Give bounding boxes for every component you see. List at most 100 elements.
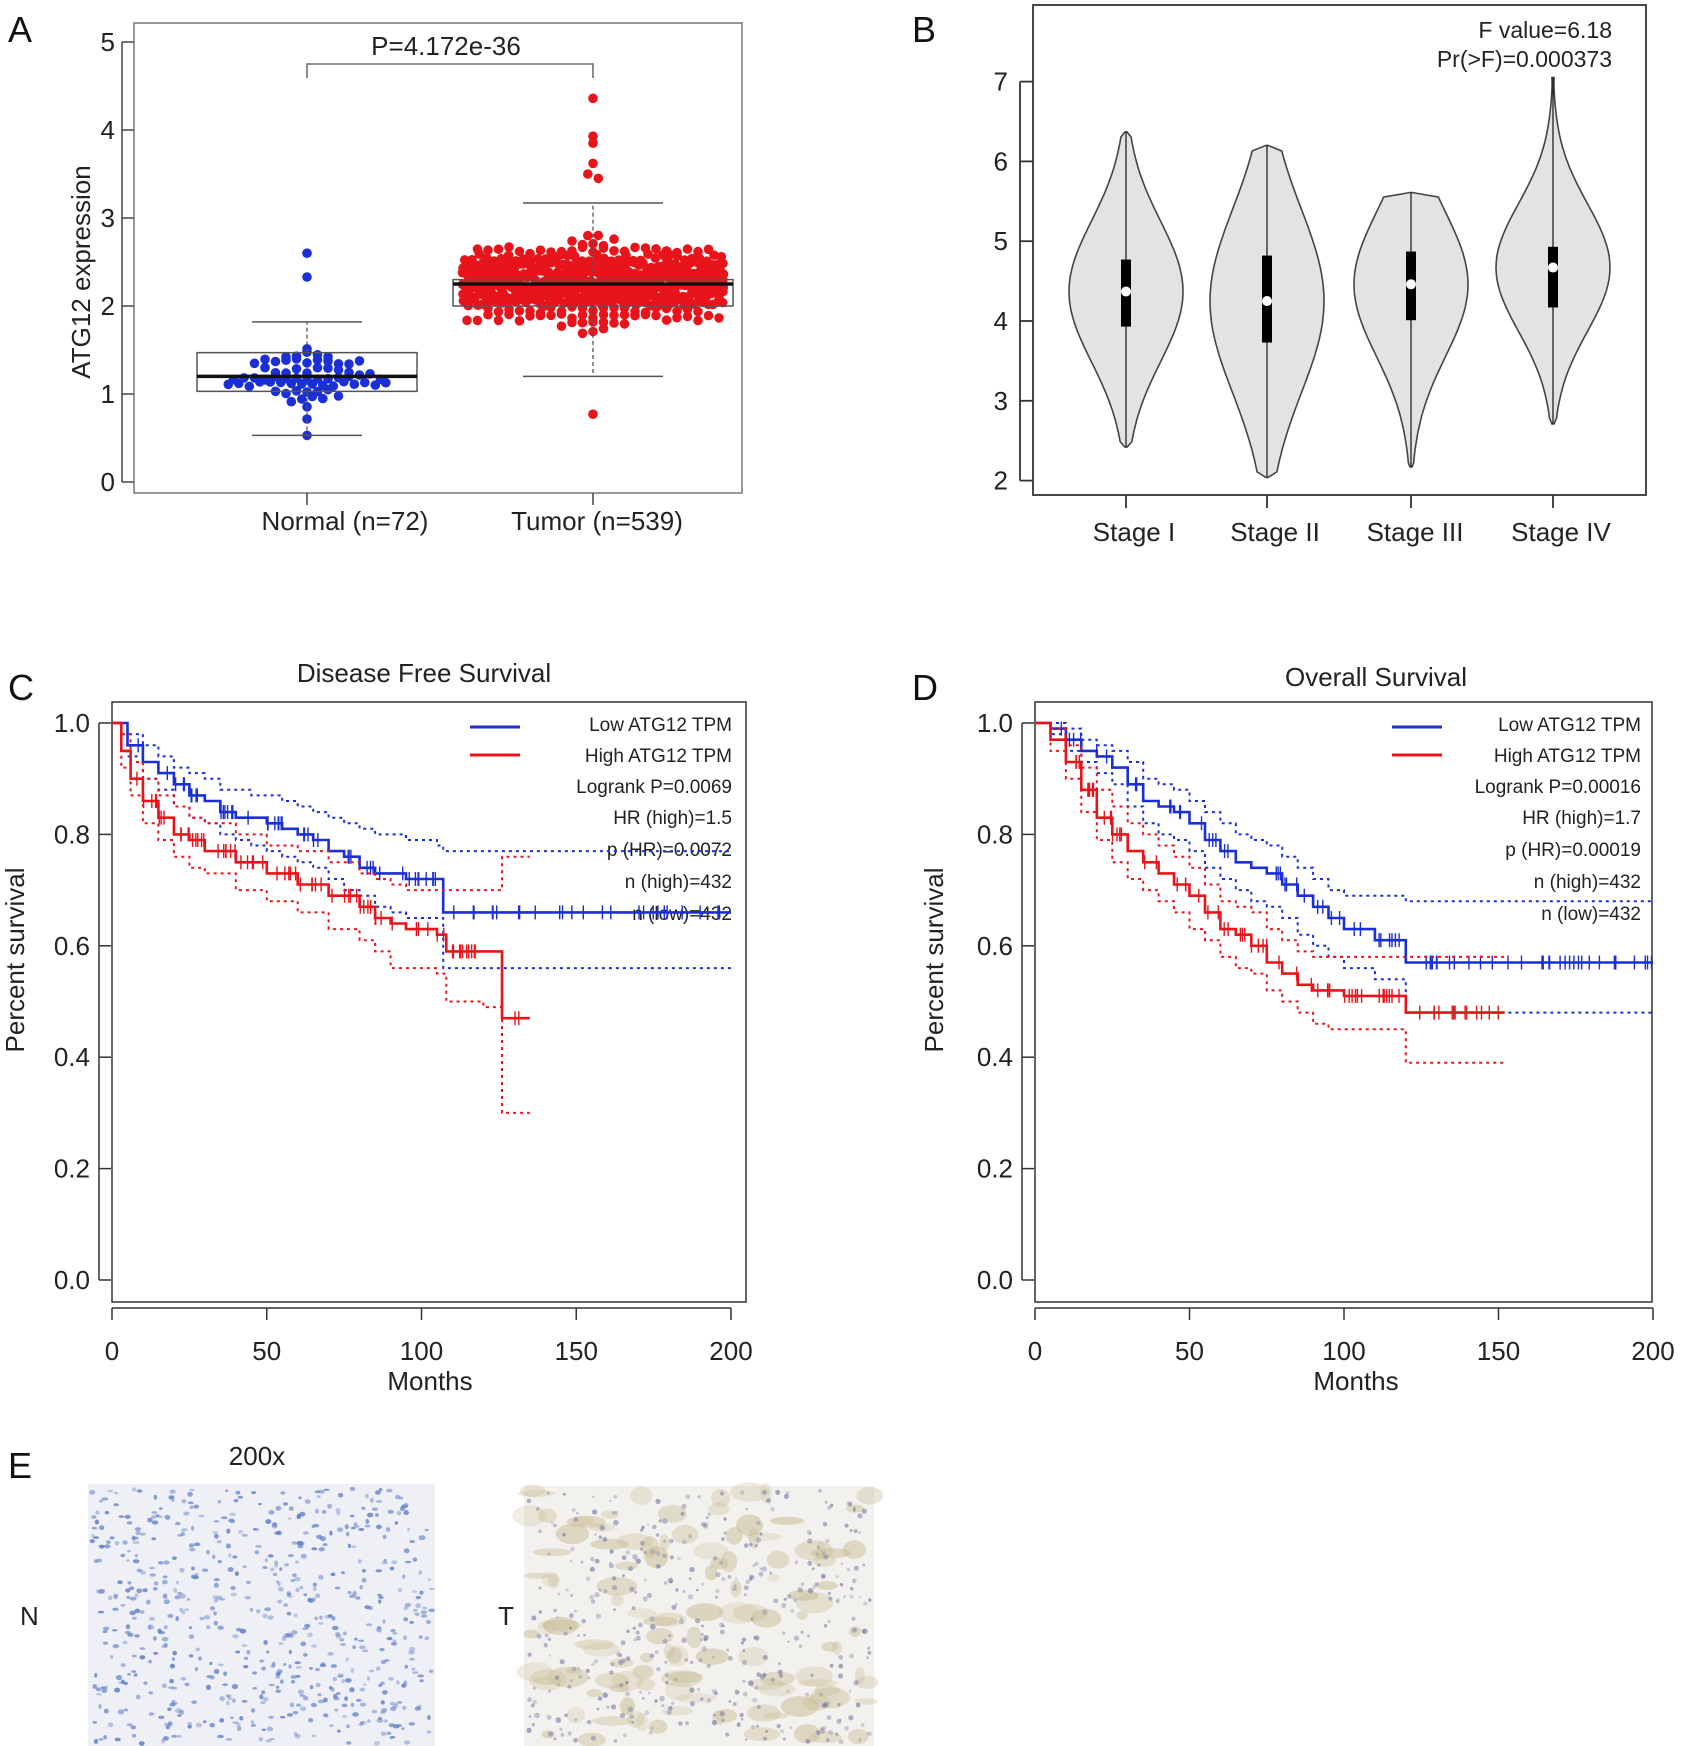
ihc-nucleus: [226, 1528, 231, 1534]
ihc-nucleus: [158, 1561, 164, 1565]
ihc-nucleus: [92, 1721, 97, 1724]
data-point: [588, 409, 598, 420]
ihc-nucleus: [151, 1511, 158, 1514]
ihc-nucleus: [163, 1625, 168, 1630]
ihc-nucleus: [427, 1578, 431, 1581]
ihc-nucleus: [382, 1534, 387, 1539]
ihc-nucleus: [181, 1499, 187, 1504]
ihc-nucleus: [571, 1508, 576, 1512]
ihc-nucleus: [337, 1673, 344, 1678]
ihc-nucleus: [152, 1636, 157, 1641]
ihc-stained-tissue: [661, 1670, 703, 1687]
ihc-nucleus: [573, 1517, 578, 1522]
ihc-nucleus: [749, 1542, 753, 1547]
ihc-nucleus: [701, 1582, 705, 1586]
data-point: [588, 306, 598, 316]
data-point: [609, 234, 619, 244]
ihc-nucleus: [734, 1584, 737, 1587]
ihc-stained-tissue: [746, 1704, 781, 1722]
ihc-nucleus: [286, 1611, 292, 1616]
ihc-stained-tissue: [686, 1626, 702, 1649]
ihc-nucleus: [132, 1616, 137, 1620]
ihc-nucleus: [739, 1712, 744, 1718]
ihc-nucleus: [195, 1647, 201, 1652]
ihc-nucleus: [589, 1566, 595, 1572]
panel-c-frame: [111, 701, 747, 1303]
ihc-nucleus: [241, 1644, 248, 1648]
ihc-nucleus: [610, 1662, 615, 1667]
ihc-nucleus: [585, 1576, 591, 1582]
ihc-nucleus: [148, 1712, 155, 1716]
ihc-nucleus: [303, 1593, 308, 1597]
ihc-nucleus: [848, 1690, 852, 1693]
ihc-nucleus: [531, 1722, 536, 1727]
ihc-nucleus: [602, 1692, 608, 1698]
ihc-nucleus: [135, 1694, 141, 1700]
data-point: [661, 246, 672, 256]
ihc-nucleus: [343, 1631, 347, 1636]
ihc-nucleus: [136, 1568, 143, 1573]
survival-ci-lower: [1035, 722, 1653, 1014]
ihc-nucleus: [740, 1490, 745, 1495]
ihc-nucleus: [679, 1619, 684, 1625]
ihc-nucleus: [168, 1723, 173, 1727]
ihc-nucleus: [311, 1524, 315, 1529]
ihc-nucleus: [681, 1503, 687, 1509]
ihc-nucleus: [646, 1523, 650, 1526]
ihc-nucleus: [550, 1521, 554, 1525]
ihc-nucleus: [815, 1730, 821, 1735]
panel-e-normal-label: N: [20, 1601, 39, 1631]
ihc-nucleus: [368, 1669, 375, 1673]
ihc-nucleus: [571, 1666, 577, 1672]
ihc-nucleus: [589, 1594, 595, 1600]
ihc-nucleus: [386, 1488, 393, 1493]
ihc-nucleus: [703, 1523, 708, 1529]
ihc-nucleus: [627, 1706, 633, 1713]
ihc-stained-tissue: [565, 1667, 582, 1674]
ihc-nucleus: [591, 1662, 595, 1666]
ihc-nucleus: [610, 1704, 617, 1710]
ihc-nucleus: [713, 1713, 716, 1717]
ihc-nucleus: [608, 1561, 613, 1565]
ihc-stained-tissue: [815, 1540, 826, 1560]
ihc-nucleus: [163, 1736, 169, 1741]
ihc-nucleus: [559, 1727, 563, 1731]
ihc-nucleus: [365, 1623, 373, 1627]
ihc-nucleus: [562, 1532, 566, 1537]
ihc-nucleus: [104, 1510, 110, 1515]
ihc-nucleus: [268, 1510, 275, 1515]
data-point: [312, 350, 323, 360]
ihc-nucleus: [590, 1599, 596, 1604]
ihc-nucleus: [126, 1595, 131, 1599]
ihc-nucleus: [553, 1523, 557, 1528]
ihc-nucleus: [577, 1634, 580, 1637]
ihc-nucleus: [650, 1623, 656, 1630]
ihc-nucleus: [95, 1510, 100, 1515]
ihc-nucleus: [213, 1520, 220, 1523]
ihc-nucleus: [190, 1574, 197, 1579]
ihc-stained-tissue: [648, 1719, 668, 1734]
ihc-nucleus: [409, 1657, 415, 1661]
ihc-nucleus: [862, 1628, 868, 1635]
ihc-nucleus: [297, 1689, 304, 1695]
ihc-nucleus: [380, 1700, 385, 1705]
ihc-nucleus: [108, 1595, 113, 1601]
ihc-nucleus: [167, 1686, 175, 1689]
ihc-nucleus: [675, 1588, 679, 1592]
ihc-nucleus: [762, 1672, 767, 1678]
data-point: [651, 244, 661, 254]
ihc-nucleus: [169, 1663, 175, 1669]
ihc-nucleus: [317, 1693, 322, 1697]
ihc-nucleus: [403, 1680, 408, 1686]
ihc-nucleus: [740, 1641, 745, 1645]
ihc-nucleus: [270, 1567, 275, 1572]
ihc-nucleus: [255, 1545, 262, 1548]
ihc-nucleus: [554, 1675, 560, 1680]
data-point: [606, 256, 617, 267]
ihc-nucleus: [98, 1499, 103, 1503]
ihc-nucleus: [237, 1726, 242, 1731]
ihc-nucleus: [773, 1598, 779, 1604]
ihc-stained-tissue: [596, 1577, 638, 1596]
ihc-stained-tissue: [733, 1603, 769, 1622]
ihc-nucleus: [177, 1714, 182, 1717]
